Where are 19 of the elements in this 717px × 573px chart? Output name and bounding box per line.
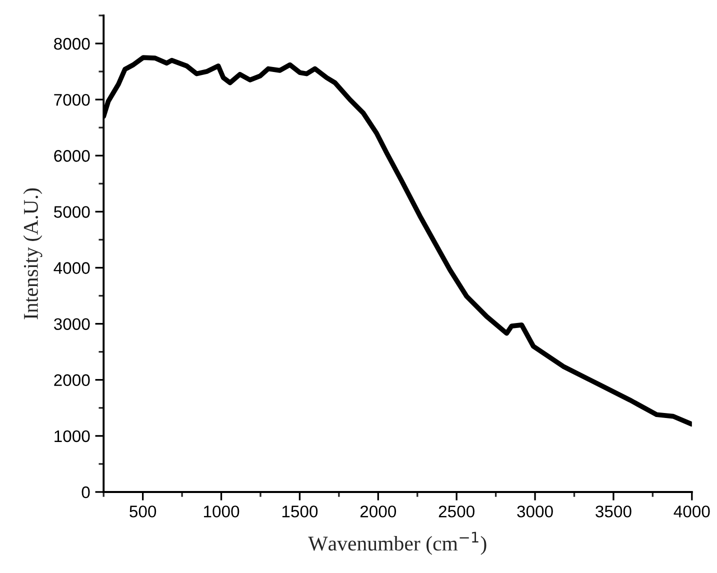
x-tick-label: 2500 <box>438 506 474 518</box>
y-tick-label: 0 <box>82 486 90 498</box>
x-tick-label: 3500 <box>596 506 632 518</box>
y-axis-title: Intensity (A.U.) <box>23 188 42 320</box>
y-tick-label: 1000 <box>54 430 90 442</box>
y-tick-label: 4000 <box>54 262 90 274</box>
y-tick-label: 3000 <box>54 318 90 330</box>
y-tick-label: 7000 <box>54 94 90 106</box>
x-axis-title: Wavenumber (cm$^{−1}$) <box>308 532 486 555</box>
x-tick-label: 4000 <box>674 506 710 518</box>
x-tick-label: 500 <box>130 506 156 518</box>
y-tick-label: 2000 <box>54 374 90 386</box>
x-tick-label: 1000 <box>204 506 240 518</box>
x-tick-label: 1500 <box>282 506 318 518</box>
y-tick-label: 6000 <box>54 150 90 162</box>
x-tick-label: 2000 <box>360 506 396 518</box>
y-tick-label: 5000 <box>54 206 90 218</box>
x-tick-label: 3000 <box>517 506 553 518</box>
y-tick-label: 8000 <box>54 38 90 50</box>
